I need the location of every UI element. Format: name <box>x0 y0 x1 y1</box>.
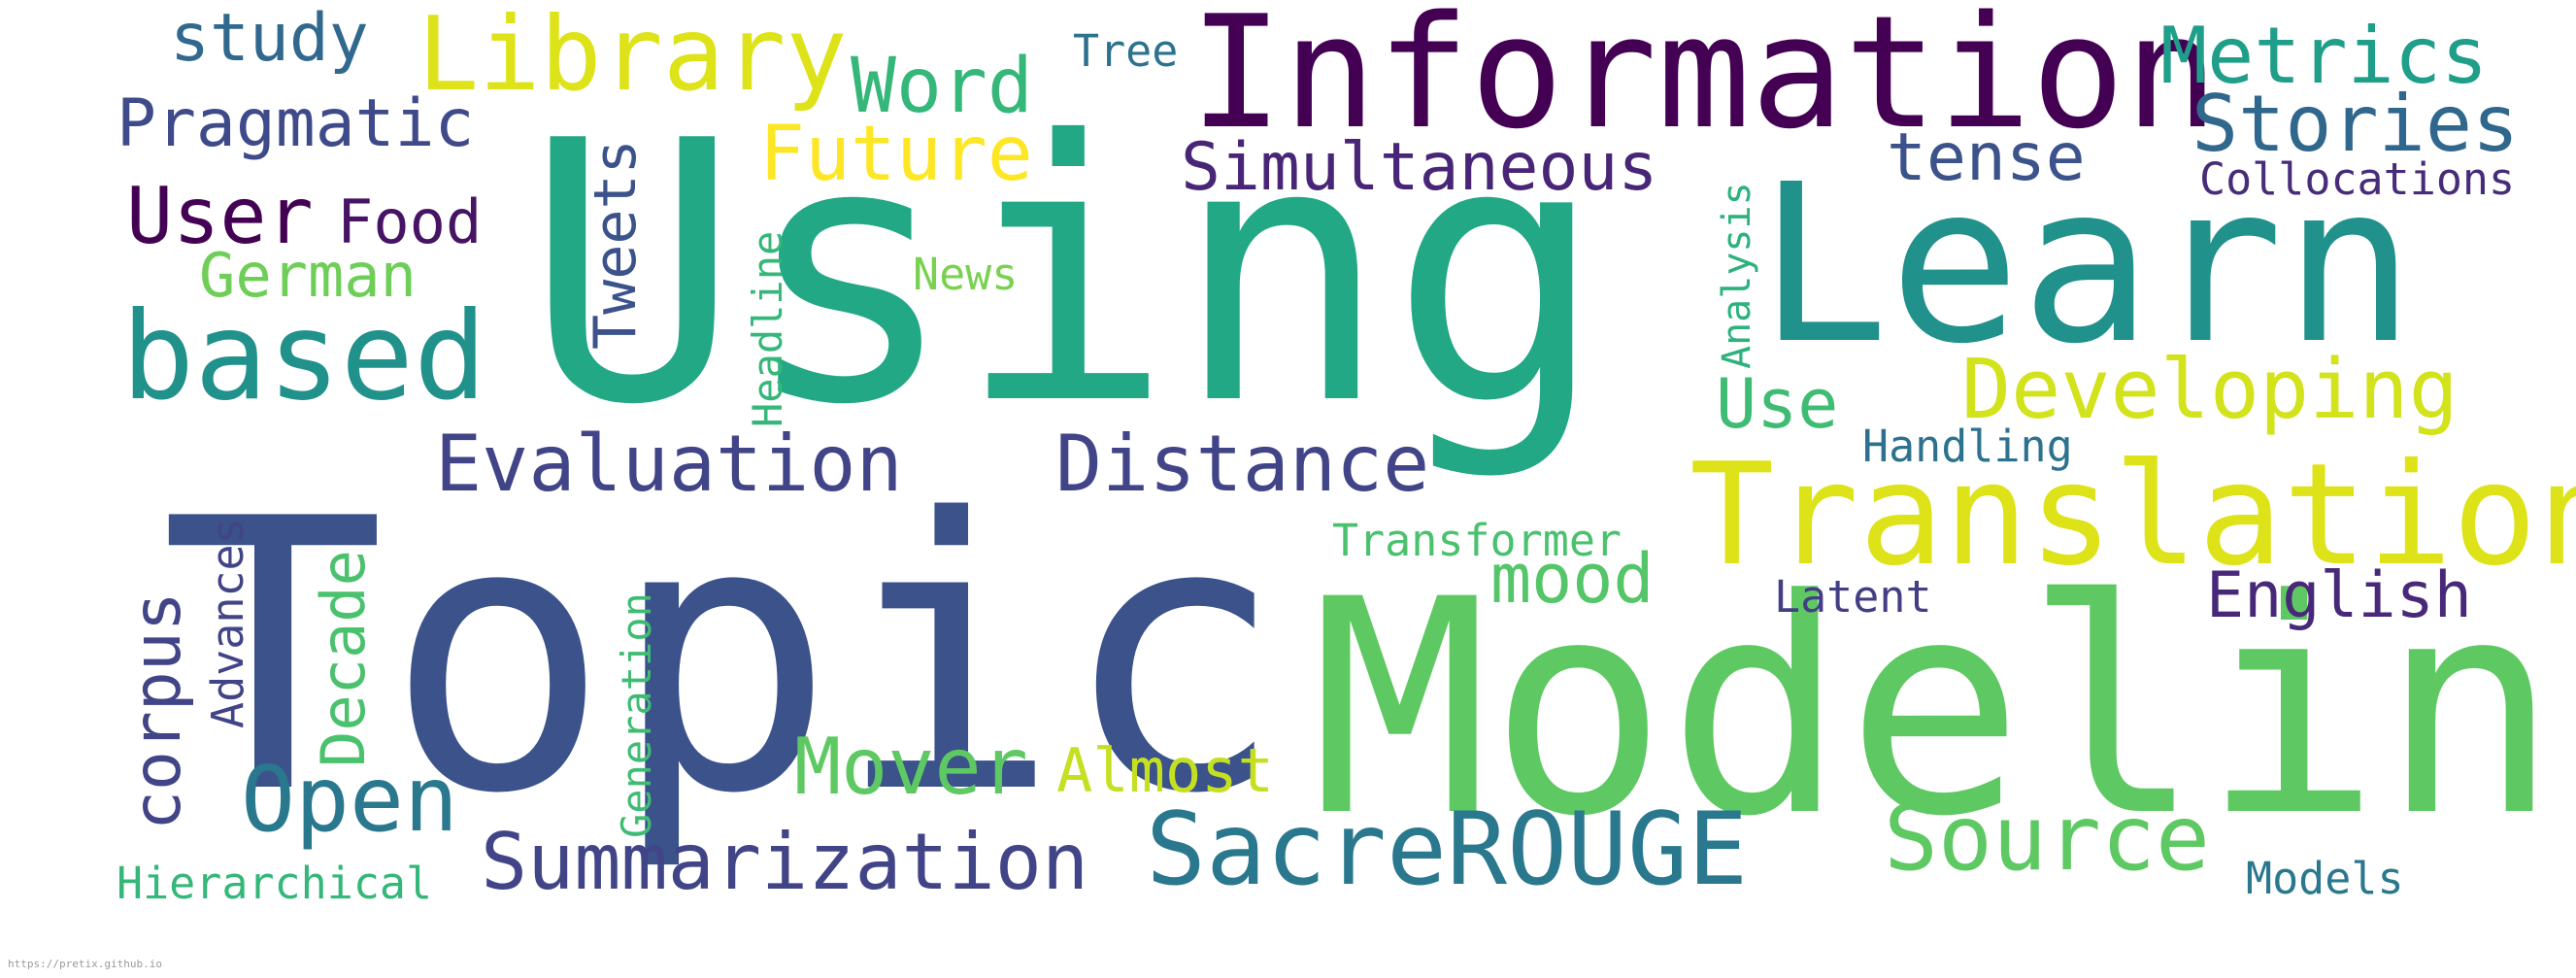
word-word: Word <box>851 43 1033 130</box>
word-sacrerouge: SacreROUGE <box>1146 792 1748 908</box>
word-summarization: Summarization <box>481 817 1088 907</box>
word-topic: Topic <box>160 440 1286 875</box>
word-generation: Generation <box>613 592 660 838</box>
word-decade: Decade <box>308 550 379 767</box>
word-analysis: Analysis <box>1715 182 1759 369</box>
word-information: Information <box>1189 0 2219 163</box>
word-learn: Learn <box>1757 138 2415 392</box>
word-metrics: Metrics <box>2160 11 2488 101</box>
word-transformer: Transformer <box>1332 515 1622 566</box>
word-hierarchical: Hierarchical <box>117 858 432 909</box>
word-stories: Stories <box>2191 79 2519 169</box>
word-mover: Mover <box>794 722 1028 812</box>
word-advances: Advances <box>202 518 253 728</box>
word-headline: Headline <box>744 231 791 427</box>
word-future: Future <box>759 111 1033 198</box>
word-developing: Developing <box>1961 342 2459 438</box>
word-translation: Translation <box>1689 433 2576 597</box>
footer-url: https://pretix.github.io <box>8 958 162 970</box>
word-pragmatic: Pragmatic <box>117 85 474 162</box>
word-modeling: Modeling <box>1311 536 2576 881</box>
word-study: study <box>170 0 369 77</box>
word-tense: tense <box>1887 119 2086 196</box>
word-tree: Tree <box>1073 25 1178 77</box>
word-german: German <box>199 240 417 311</box>
word-food: Food <box>337 186 482 257</box>
word-distance: Distance <box>1055 419 1429 509</box>
word-use: Use <box>1716 364 1838 444</box>
word-models: Models <box>2246 853 2404 904</box>
word-user: User <box>126 171 314 261</box>
word-open: Open <box>241 747 458 852</box>
word-library: Library <box>418 0 848 114</box>
word-handling: Handling <box>1862 421 2073 472</box>
word-english: English <box>2206 559 2472 632</box>
word-collocations: Collocations <box>2199 153 2515 205</box>
word-tweets: Tweets <box>582 139 650 350</box>
word-based: based <box>121 287 486 427</box>
word-latent: Latent <box>1774 571 1932 623</box>
word-mood: mood <box>1490 539 1655 619</box>
word-news: News <box>913 249 1018 300</box>
word-source: Source <box>1884 786 2210 891</box>
word-evaluation: Evaluation <box>435 419 903 509</box>
word-simultaneous: Simultaneous <box>1181 129 1657 206</box>
word-almost: Almost <box>1056 735 1274 806</box>
word-corpus: corpus <box>119 591 196 830</box>
word-using: Using <box>524 66 1606 484</box>
